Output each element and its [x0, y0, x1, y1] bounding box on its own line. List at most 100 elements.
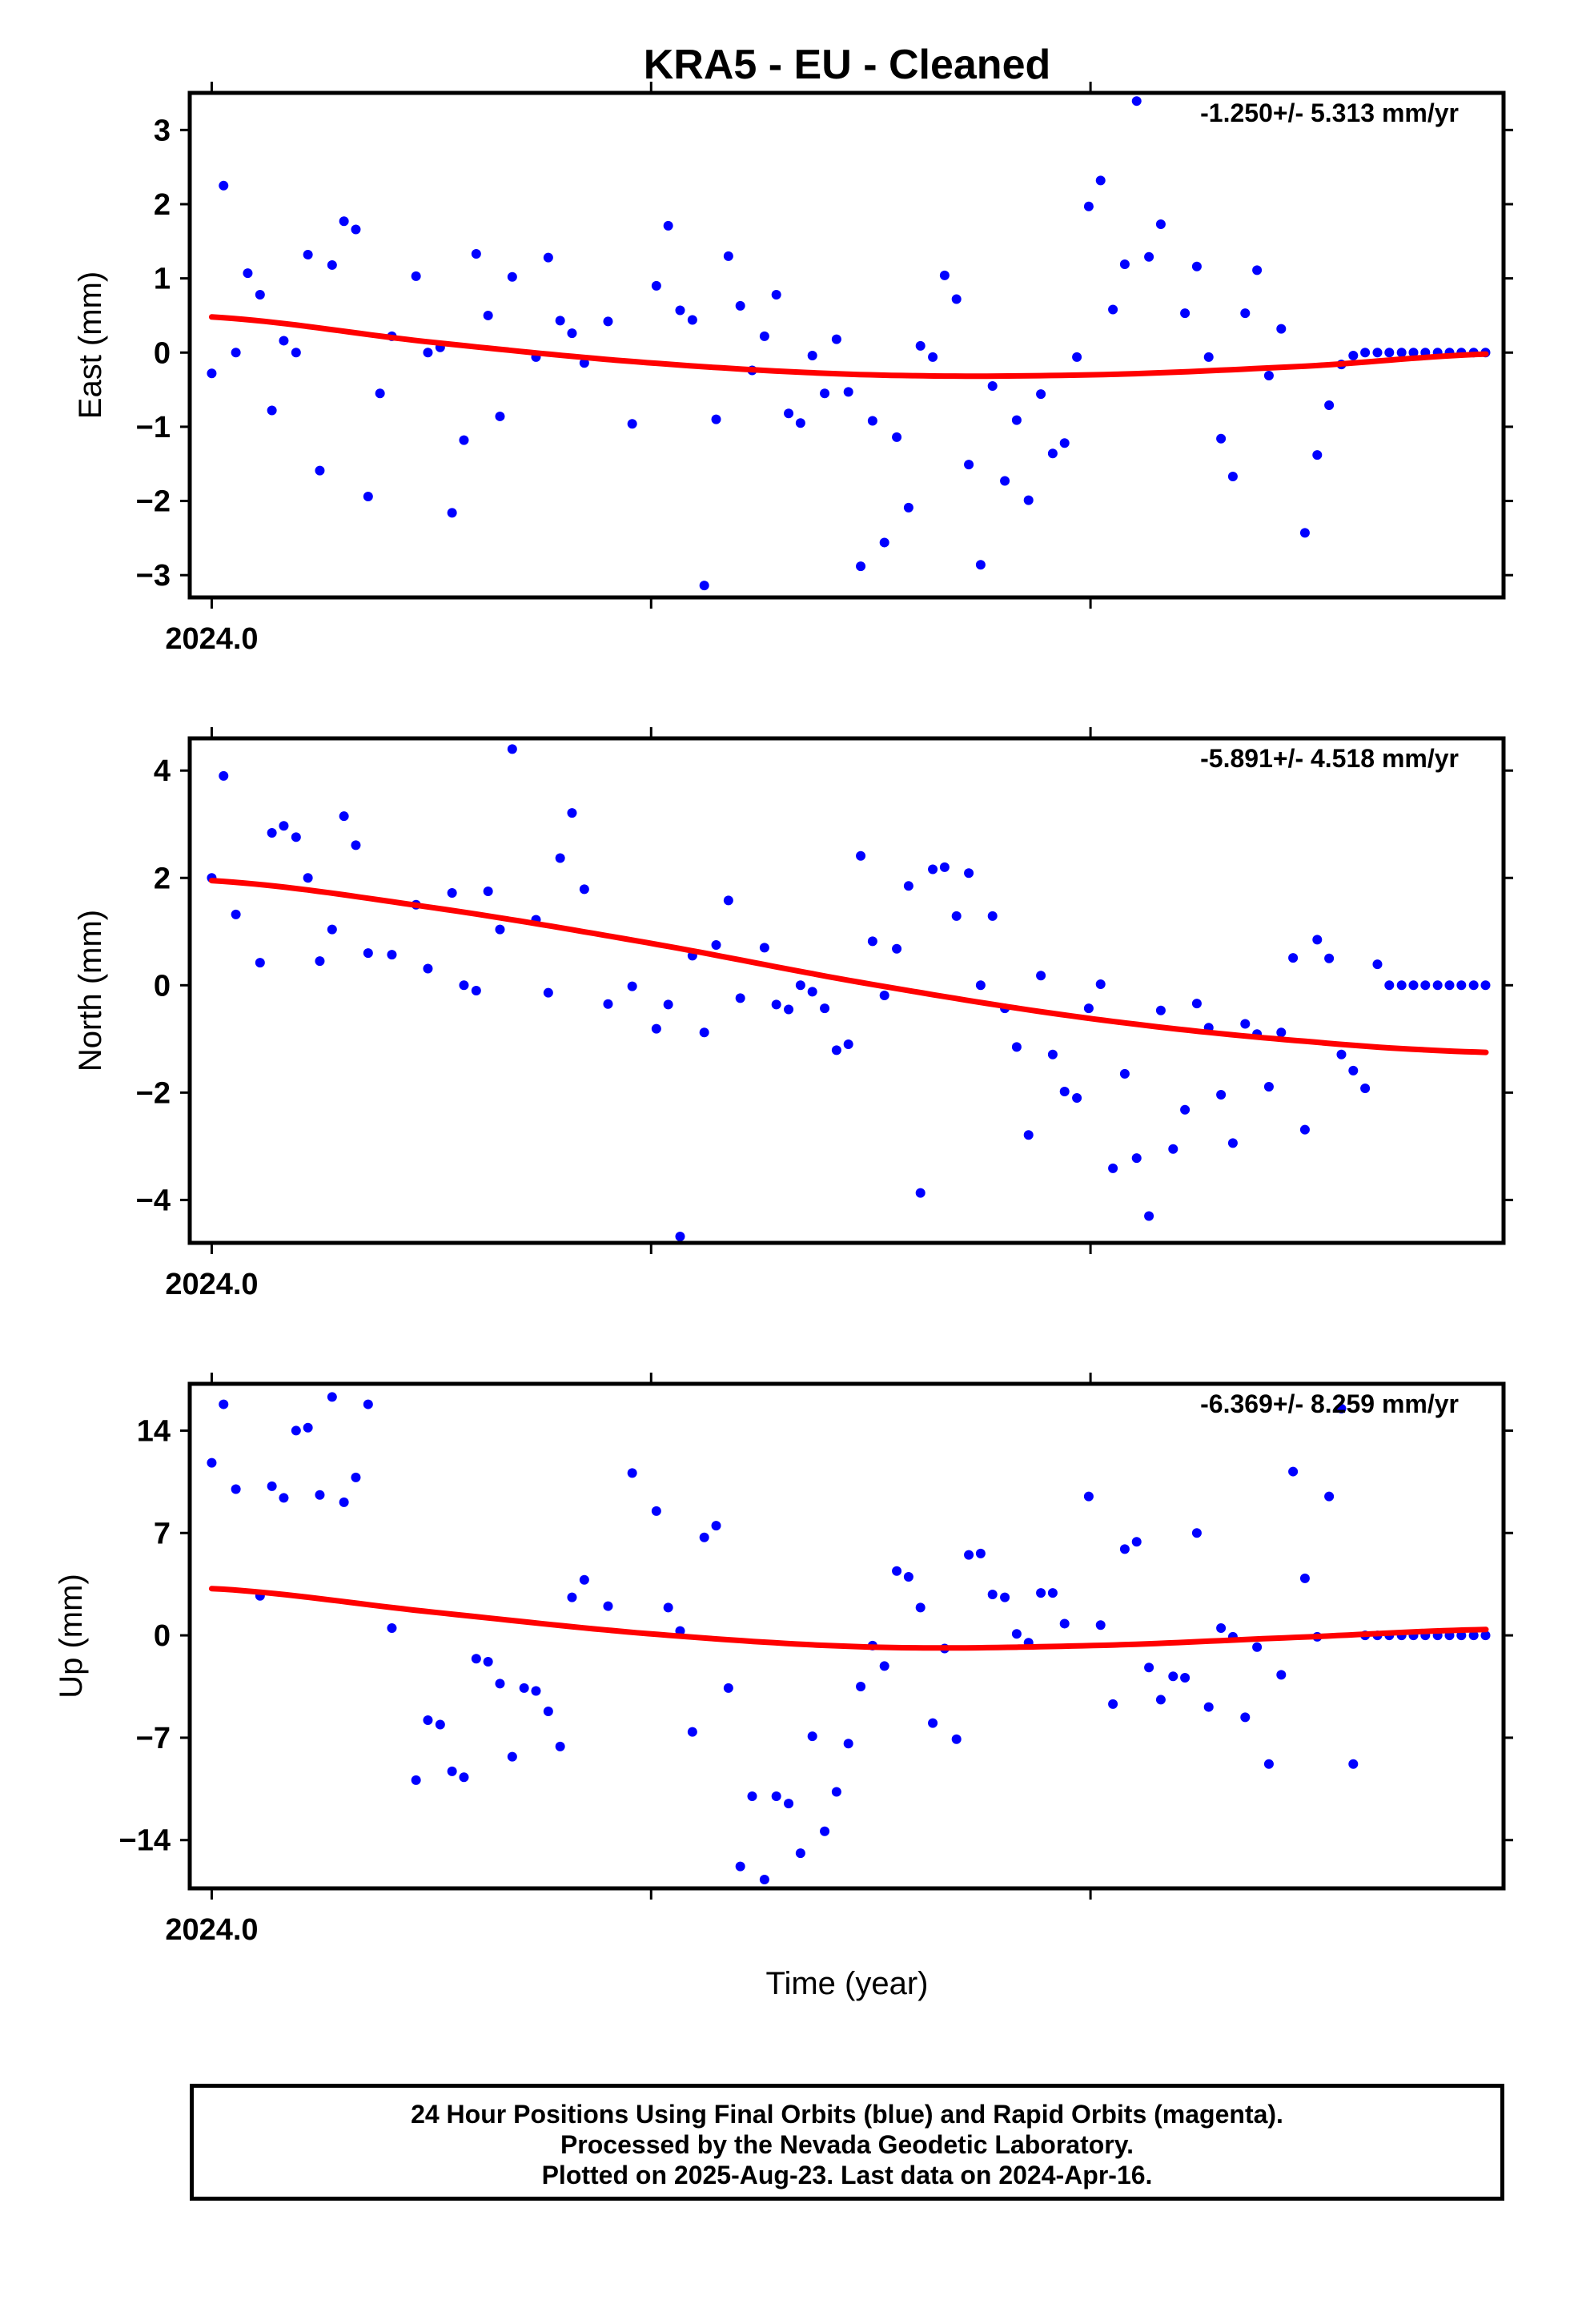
- data-point: [1180, 1104, 1191, 1115]
- data-point: [219, 1399, 229, 1409]
- data-point: [507, 271, 517, 282]
- data-point: [879, 537, 889, 548]
- data-point: [784, 1004, 794, 1015]
- data-point: [1191, 999, 1202, 1009]
- data-point: [867, 936, 877, 947]
- data-point: [1384, 980, 1395, 991]
- data-point: [699, 1532, 709, 1542]
- data-point: [315, 1490, 325, 1500]
- panel-east: −3 −2 −1 0 1 2 3 2024.0 East (mm) -1.250+/- 5.313…: [73, 82, 1513, 656]
- data-point: [771, 1791, 781, 1801]
- data-point: [543, 987, 553, 998]
- data-point: [315, 465, 325, 476]
- data-point: [567, 1592, 577, 1602]
- data-point: [856, 1682, 866, 1691]
- data-point: [1372, 348, 1383, 358]
- data-point: [892, 943, 902, 954]
- data-point: [1408, 348, 1419, 358]
- data-point: [915, 1602, 926, 1613]
- data-point: [1240, 1712, 1251, 1723]
- data-point: [603, 1601, 613, 1611]
- data-point: [1468, 980, 1479, 991]
- data-point: [1252, 1642, 1263, 1652]
- data-point: [423, 348, 433, 358]
- data-point: [291, 348, 301, 358]
- data-point: [1036, 971, 1046, 981]
- data-point: [856, 561, 866, 572]
- data-point: [279, 821, 289, 831]
- data-point: [1348, 350, 1359, 360]
- data-point: [1336, 1404, 1347, 1414]
- data-point: [867, 416, 877, 426]
- y-tick-label: −3: [136, 559, 171, 593]
- data-point: [303, 249, 313, 259]
- data-point: [759, 1875, 769, 1885]
- data-point: [351, 224, 361, 235]
- data-point: [1263, 1081, 1274, 1092]
- data-point: [795, 418, 805, 428]
- data-point: [1480, 980, 1491, 991]
- data-point: [663, 999, 673, 1010]
- data-point: [1131, 1153, 1142, 1164]
- fit-line: [208, 1586, 1489, 1651]
- data-point: [387, 1622, 397, 1633]
- data-point: [459, 435, 469, 445]
- data-point: [807, 987, 817, 997]
- data-point: [735, 993, 745, 1003]
- data-point: [651, 1023, 661, 1034]
- data-point: [795, 1848, 805, 1859]
- data-point: [1095, 175, 1106, 186]
- data-point: [1191, 1528, 1202, 1538]
- fit-line: [208, 878, 1489, 1055]
- data-point: [784, 1799, 794, 1809]
- data-point: [1216, 1622, 1227, 1633]
- data-point: [820, 388, 830, 399]
- data-point: [1011, 1629, 1022, 1639]
- footer-line-3: Plotted on 2025-Aug-23. Last data on 202…: [541, 2161, 1153, 2189]
- data-point: [928, 352, 938, 362]
- data-point: [1240, 1019, 1251, 1029]
- data-point: [1131, 96, 1142, 107]
- y-tick-label: −1: [136, 411, 171, 444]
- data-point: [267, 1481, 277, 1491]
- data-point: [879, 1661, 889, 1671]
- data-point: [1083, 1491, 1094, 1502]
- data-point: [1468, 1630, 1479, 1641]
- plot-frame: [187, 90, 1506, 600]
- data-point: [495, 924, 505, 935]
- data-point: [663, 1602, 673, 1613]
- data-point: [627, 1468, 637, 1478]
- data-point: [1324, 1491, 1335, 1502]
- data-point: [1072, 352, 1082, 362]
- data-point: [363, 492, 373, 501]
- x-tick-label: 2024.0: [165, 622, 258, 656]
- x-tick-label: 2024.0: [165, 1913, 258, 1947]
- data-point: [231, 909, 241, 919]
- data-point: [603, 316, 613, 327]
- data-point: [831, 1045, 841, 1055]
- data-point: [507, 1751, 517, 1762]
- data-point: [1408, 980, 1419, 991]
- data-point: [1011, 415, 1022, 425]
- data-point: [1396, 980, 1407, 991]
- data-point: [1119, 1544, 1130, 1554]
- data-point: [1119, 259, 1130, 270]
- y-axis-label: East (mm): [73, 271, 108, 419]
- data-point: [1312, 450, 1323, 460]
- data-point: [807, 350, 817, 360]
- data-point: [1155, 1695, 1166, 1705]
- data-point: [711, 940, 721, 951]
- data-point: [987, 1589, 998, 1599]
- data-point: [1011, 1042, 1022, 1052]
- data-point: [1276, 1670, 1287, 1680]
- data-point: [1023, 495, 1034, 505]
- data-point: [459, 1772, 469, 1783]
- data-point: [711, 1521, 721, 1531]
- data-point: [831, 1787, 841, 1797]
- data-point: [723, 895, 733, 906]
- data-point: [771, 290, 781, 300]
- data-point: [327, 924, 337, 935]
- data-point: [1023, 1130, 1034, 1140]
- data-point: [1299, 1573, 1310, 1583]
- data-point: [964, 1550, 974, 1560]
